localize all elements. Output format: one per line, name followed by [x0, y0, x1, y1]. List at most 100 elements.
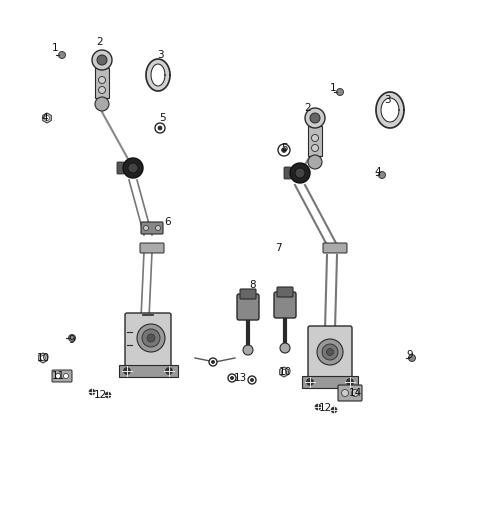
Text: 2: 2 — [305, 103, 312, 113]
Circle shape — [408, 354, 416, 361]
Text: 1: 1 — [330, 83, 336, 93]
Circle shape — [307, 378, 313, 386]
Text: 4: 4 — [375, 167, 381, 177]
Text: 13: 13 — [233, 373, 247, 383]
Circle shape — [98, 87, 106, 94]
Text: 8: 8 — [250, 280, 256, 290]
Circle shape — [147, 334, 155, 342]
Circle shape — [281, 370, 287, 374]
Circle shape — [347, 378, 353, 386]
Circle shape — [89, 389, 95, 395]
Text: 10: 10 — [278, 367, 291, 377]
Circle shape — [282, 147, 287, 153]
Text: 12: 12 — [94, 390, 107, 400]
Circle shape — [40, 355, 46, 360]
Circle shape — [63, 373, 69, 378]
FancyBboxPatch shape — [117, 162, 124, 174]
Circle shape — [95, 97, 109, 111]
Circle shape — [92, 50, 112, 70]
Circle shape — [295, 168, 305, 178]
Bar — [119, 365, 178, 377]
Circle shape — [56, 373, 60, 378]
Circle shape — [228, 374, 236, 382]
Circle shape — [158, 126, 162, 130]
Bar — [308, 126, 322, 156]
Text: 7: 7 — [275, 243, 281, 253]
Polygon shape — [376, 92, 404, 128]
Circle shape — [317, 339, 343, 365]
Circle shape — [209, 358, 217, 366]
FancyBboxPatch shape — [284, 167, 291, 179]
Circle shape — [98, 76, 106, 83]
Circle shape — [326, 349, 334, 355]
Polygon shape — [43, 113, 51, 123]
Circle shape — [341, 390, 348, 396]
Circle shape — [308, 155, 322, 169]
Text: 6: 6 — [165, 217, 171, 227]
Text: 14: 14 — [348, 388, 361, 398]
Text: 5: 5 — [159, 113, 165, 123]
Text: 9: 9 — [407, 350, 413, 360]
Circle shape — [105, 392, 111, 398]
FancyBboxPatch shape — [338, 385, 362, 401]
Circle shape — [305, 108, 325, 128]
Circle shape — [137, 324, 165, 352]
Text: 11: 11 — [51, 371, 65, 381]
Bar — [302, 376, 358, 388]
Polygon shape — [280, 367, 288, 377]
Circle shape — [123, 158, 143, 178]
Text: 12: 12 — [318, 403, 332, 413]
Circle shape — [351, 390, 359, 396]
Circle shape — [322, 344, 338, 360]
Circle shape — [251, 378, 253, 381]
Circle shape — [312, 135, 319, 141]
FancyBboxPatch shape — [277, 287, 293, 297]
Circle shape — [69, 334, 75, 342]
Circle shape — [128, 163, 138, 173]
Circle shape — [45, 116, 49, 120]
Text: 9: 9 — [69, 335, 75, 345]
Circle shape — [336, 89, 344, 96]
Text: 1: 1 — [52, 43, 58, 53]
Circle shape — [144, 225, 148, 230]
Circle shape — [156, 225, 160, 230]
Circle shape — [155, 123, 165, 133]
Circle shape — [97, 55, 107, 65]
FancyBboxPatch shape — [140, 243, 164, 253]
Circle shape — [166, 368, 172, 374]
Circle shape — [290, 163, 310, 183]
Circle shape — [230, 376, 234, 379]
FancyBboxPatch shape — [308, 326, 352, 378]
Text: 3: 3 — [384, 95, 390, 105]
Circle shape — [123, 368, 131, 374]
Text: 5: 5 — [282, 143, 288, 153]
Circle shape — [243, 345, 253, 355]
Polygon shape — [39, 353, 48, 363]
Text: 10: 10 — [36, 353, 49, 363]
Circle shape — [379, 172, 385, 179]
Circle shape — [278, 144, 290, 156]
Circle shape — [142, 329, 160, 347]
FancyBboxPatch shape — [240, 289, 256, 299]
Text: 2: 2 — [96, 37, 103, 47]
Bar — [95, 68, 109, 98]
Circle shape — [310, 113, 320, 123]
FancyBboxPatch shape — [274, 292, 296, 318]
Circle shape — [331, 407, 337, 413]
FancyBboxPatch shape — [141, 222, 163, 234]
Text: 4: 4 — [42, 113, 48, 123]
FancyBboxPatch shape — [125, 313, 171, 367]
FancyBboxPatch shape — [323, 243, 347, 253]
Circle shape — [280, 343, 290, 353]
Circle shape — [248, 376, 256, 384]
Text: 3: 3 — [156, 50, 163, 60]
Polygon shape — [151, 64, 165, 86]
Polygon shape — [381, 98, 399, 122]
Circle shape — [312, 144, 319, 152]
Circle shape — [315, 404, 321, 410]
Circle shape — [211, 360, 215, 364]
Polygon shape — [146, 59, 170, 91]
FancyBboxPatch shape — [237, 294, 259, 320]
Circle shape — [59, 52, 65, 58]
FancyBboxPatch shape — [52, 370, 72, 382]
